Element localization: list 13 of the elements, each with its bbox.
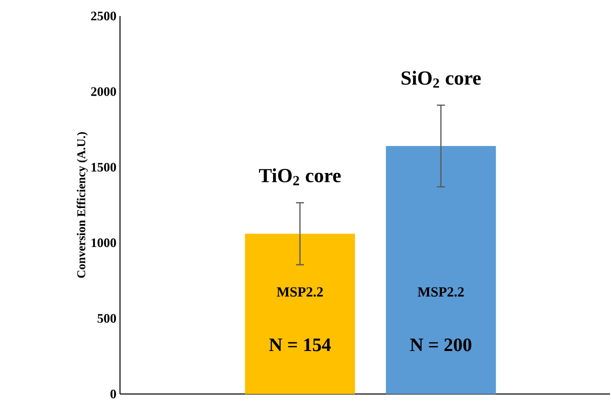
annotation: MSP2.2 (276, 287, 323, 297)
annotation: N = 200 (410, 338, 472, 352)
annotation: MSP2.2 (418, 287, 464, 297)
x-tick-label: SiO$_{2}$ core (402, 70, 481, 88)
y-tick-label: 2000 (91, 87, 116, 96)
y-tick-label: 1500 (92, 162, 116, 172)
y-tick-label: 2500 (91, 12, 116, 20)
x-tick-label: TiO$_{2}$ core (259, 168, 341, 186)
y-axis-title: Conversion Efficiency (A.U.) (76, 132, 88, 278)
y-tick-label: 0 (110, 390, 116, 398)
y-tick-label: 500 (98, 314, 116, 323)
annotation: N = 154 (269, 338, 331, 352)
y-tick-label: 1000 (92, 238, 116, 248)
